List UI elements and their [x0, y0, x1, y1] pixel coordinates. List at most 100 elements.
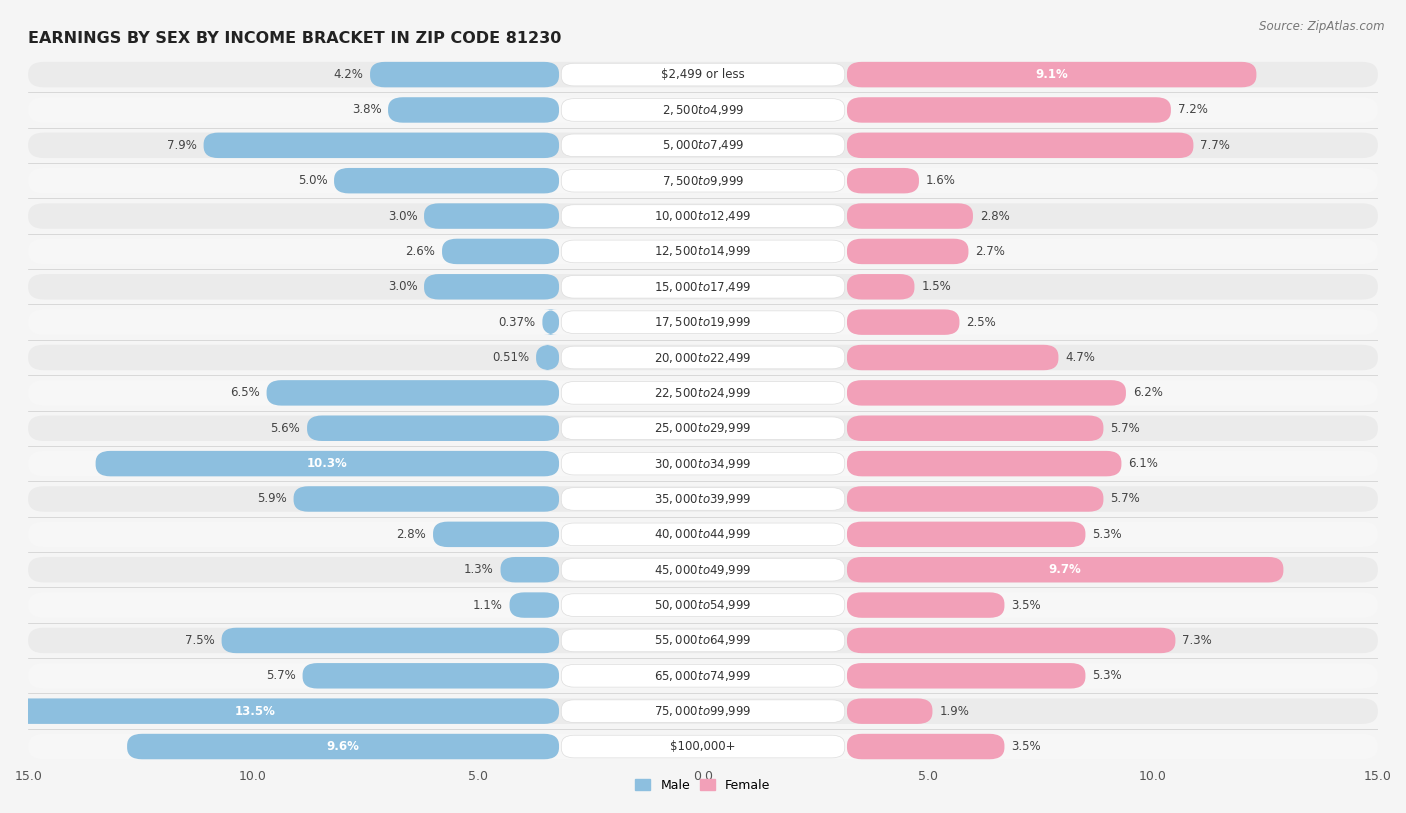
FancyBboxPatch shape	[28, 734, 1378, 759]
FancyBboxPatch shape	[846, 98, 1171, 123]
FancyBboxPatch shape	[28, 168, 1378, 193]
Text: 0.37%: 0.37%	[499, 315, 536, 328]
FancyBboxPatch shape	[561, 98, 845, 121]
Text: $22,500 to $24,999: $22,500 to $24,999	[654, 386, 752, 400]
Text: $30,000 to $34,999: $30,000 to $34,999	[654, 457, 752, 471]
FancyBboxPatch shape	[561, 523, 845, 546]
Text: 5.3%: 5.3%	[1092, 669, 1122, 682]
FancyBboxPatch shape	[561, 664, 845, 687]
Text: 7.5%: 7.5%	[186, 634, 215, 647]
FancyBboxPatch shape	[28, 203, 1378, 228]
FancyBboxPatch shape	[846, 203, 973, 228]
FancyBboxPatch shape	[846, 310, 959, 335]
Text: $5,000 to $7,499: $5,000 to $7,499	[662, 138, 744, 152]
Text: 2.5%: 2.5%	[966, 315, 995, 328]
FancyBboxPatch shape	[28, 486, 1378, 511]
Text: 2.8%: 2.8%	[396, 528, 426, 541]
FancyBboxPatch shape	[388, 98, 560, 123]
Text: $17,500 to $19,999: $17,500 to $19,999	[654, 315, 752, 329]
FancyBboxPatch shape	[536, 345, 560, 370]
Text: 5.7%: 5.7%	[1111, 493, 1140, 506]
FancyBboxPatch shape	[501, 557, 560, 582]
FancyBboxPatch shape	[28, 274, 1378, 299]
Text: $25,000 to $29,999: $25,000 to $29,999	[654, 421, 752, 435]
FancyBboxPatch shape	[561, 452, 845, 475]
Legend: Male, Female: Male, Female	[630, 774, 776, 797]
Text: $100,000+: $100,000+	[671, 740, 735, 753]
FancyBboxPatch shape	[561, 169, 845, 192]
FancyBboxPatch shape	[509, 593, 560, 618]
FancyBboxPatch shape	[561, 381, 845, 404]
Text: 3.0%: 3.0%	[388, 280, 418, 293]
Text: 5.9%: 5.9%	[257, 493, 287, 506]
Text: $2,500 to $4,999: $2,500 to $4,999	[662, 103, 744, 117]
FancyBboxPatch shape	[561, 593, 845, 616]
FancyBboxPatch shape	[846, 593, 1004, 618]
FancyBboxPatch shape	[561, 205, 845, 228]
Text: $15,000 to $17,499: $15,000 to $17,499	[654, 280, 752, 293]
FancyBboxPatch shape	[127, 734, 560, 759]
FancyBboxPatch shape	[561, 134, 845, 157]
FancyBboxPatch shape	[28, 345, 1378, 370]
FancyBboxPatch shape	[28, 557, 1378, 582]
Text: $7,500 to $9,999: $7,500 to $9,999	[662, 174, 744, 188]
Text: 3.5%: 3.5%	[1011, 740, 1040, 753]
Text: 7.9%: 7.9%	[167, 139, 197, 152]
FancyBboxPatch shape	[28, 698, 1378, 724]
FancyBboxPatch shape	[441, 239, 560, 264]
Text: $12,500 to $14,999: $12,500 to $14,999	[654, 245, 752, 259]
FancyBboxPatch shape	[204, 133, 560, 158]
Text: $10,000 to $12,499: $10,000 to $12,499	[654, 209, 752, 223]
FancyBboxPatch shape	[846, 345, 1059, 370]
Text: 4.7%: 4.7%	[1066, 351, 1095, 364]
Text: 6.1%: 6.1%	[1128, 457, 1159, 470]
FancyBboxPatch shape	[846, 380, 1126, 406]
Text: 4.2%: 4.2%	[333, 68, 363, 81]
Text: 6.2%: 6.2%	[1133, 386, 1163, 399]
FancyBboxPatch shape	[28, 663, 1378, 689]
FancyBboxPatch shape	[543, 310, 560, 335]
FancyBboxPatch shape	[561, 700, 845, 723]
Text: 5.3%: 5.3%	[1092, 528, 1122, 541]
Text: 1.6%: 1.6%	[925, 174, 956, 187]
FancyBboxPatch shape	[28, 98, 1378, 123]
Text: Source: ZipAtlas.com: Source: ZipAtlas.com	[1260, 20, 1385, 33]
Text: 3.5%: 3.5%	[1011, 598, 1040, 611]
FancyBboxPatch shape	[96, 451, 560, 476]
FancyBboxPatch shape	[561, 311, 845, 333]
Text: $20,000 to $22,499: $20,000 to $22,499	[654, 350, 752, 364]
FancyBboxPatch shape	[28, 415, 1378, 441]
Text: 9.6%: 9.6%	[326, 740, 360, 753]
FancyBboxPatch shape	[561, 240, 845, 263]
Text: 2.7%: 2.7%	[976, 245, 1005, 258]
Text: 3.0%: 3.0%	[388, 210, 418, 223]
FancyBboxPatch shape	[294, 486, 560, 511]
FancyBboxPatch shape	[302, 663, 560, 689]
Text: 1.1%: 1.1%	[472, 598, 503, 611]
FancyBboxPatch shape	[561, 276, 845, 298]
FancyBboxPatch shape	[846, 62, 1257, 87]
FancyBboxPatch shape	[846, 168, 920, 193]
FancyBboxPatch shape	[846, 698, 932, 724]
Text: 5.0%: 5.0%	[298, 174, 328, 187]
Text: $55,000 to $64,999: $55,000 to $64,999	[654, 633, 752, 647]
FancyBboxPatch shape	[561, 559, 845, 581]
Text: $2,499 or less: $2,499 or less	[661, 68, 745, 81]
FancyBboxPatch shape	[267, 380, 560, 406]
FancyBboxPatch shape	[28, 451, 1378, 476]
FancyBboxPatch shape	[846, 628, 1175, 653]
FancyBboxPatch shape	[846, 133, 1194, 158]
Text: 5.6%: 5.6%	[270, 422, 301, 435]
Text: 2.6%: 2.6%	[405, 245, 436, 258]
FancyBboxPatch shape	[28, 593, 1378, 618]
Text: 10.3%: 10.3%	[307, 457, 347, 470]
FancyBboxPatch shape	[846, 522, 1085, 547]
FancyBboxPatch shape	[846, 734, 1004, 759]
Text: 7.7%: 7.7%	[1201, 139, 1230, 152]
FancyBboxPatch shape	[28, 62, 1378, 87]
Text: 13.5%: 13.5%	[235, 705, 276, 718]
Text: $75,000 to $99,999: $75,000 to $99,999	[654, 704, 752, 718]
FancyBboxPatch shape	[561, 629, 845, 652]
FancyBboxPatch shape	[846, 557, 1284, 582]
FancyBboxPatch shape	[561, 488, 845, 511]
